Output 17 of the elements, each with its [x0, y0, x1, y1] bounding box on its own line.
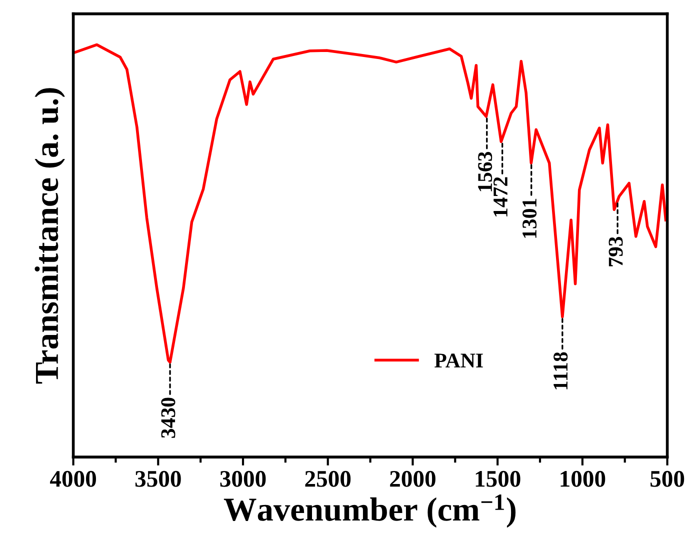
x-tick-label: 1000 [560, 470, 606, 487]
legend-label: PANI [434, 354, 483, 368]
annotation: 1301 [522, 198, 537, 238]
y-axis-title: Transmittance (a. u.) [34, 88, 65, 384]
x-tick-label: 1500 [476, 470, 520, 487]
x-tick-label: 500 [650, 470, 684, 487]
x-tick-label: 2500 [305, 470, 351, 487]
x-tick-label: 4000 [50, 470, 96, 487]
annotation: 1118 [554, 352, 568, 390]
annotation: 3430 [161, 398, 176, 438]
annotation: 1472 [494, 177, 508, 216]
annotation: 1563 [478, 152, 492, 192]
annotation: 793 [608, 236, 623, 266]
x-axis-title: Wavenumber (cm$^{−1}$) [224, 494, 516, 528]
x-tick-label: 3000 [220, 470, 266, 487]
x-tick-label: 2000 [390, 470, 436, 487]
x-tick-label: 3500 [135, 470, 181, 487]
